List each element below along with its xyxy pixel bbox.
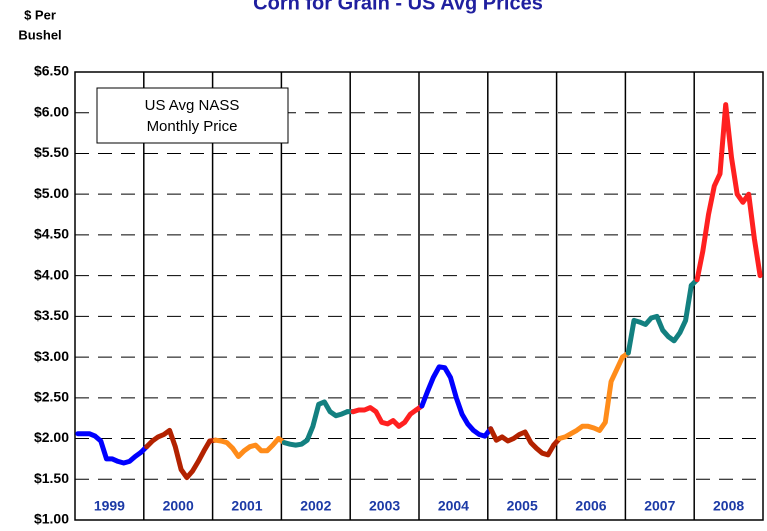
- price-line: [694, 102, 763, 283]
- year-label: 1999: [94, 498, 125, 514]
- chart-title: Corn for Grain - US Avg Prices: [253, 0, 543, 14]
- year-label: 2003: [369, 498, 400, 514]
- year-label: 2008: [713, 498, 744, 514]
- year-label: 2004: [438, 498, 469, 514]
- price-line: [75, 431, 144, 466]
- plot-border: [74, 71, 764, 521]
- y-tick-label: $4.50: [34, 226, 69, 242]
- y-tick-label: $5.00: [34, 185, 69, 201]
- price-line: [350, 405, 419, 429]
- y-tick-label: $3.50: [34, 307, 69, 323]
- price-line: [144, 427, 213, 481]
- year-label: 2000: [163, 498, 194, 514]
- year-label: 2005: [507, 498, 538, 514]
- annotation: US Avg NASS: [145, 97, 240, 114]
- price-line: [419, 364, 488, 439]
- price-line: [281, 399, 350, 448]
- year-label: 2006: [575, 498, 606, 514]
- y-tick-label: $2.50: [34, 389, 69, 405]
- year-label: 2007: [644, 498, 675, 514]
- y-axis-label: Bushel: [18, 27, 61, 42]
- price-line: [557, 354, 625, 441]
- price-line: [625, 282, 694, 356]
- y-tick-label: $2.00: [34, 429, 69, 445]
- y-tick-label: $1.00: [34, 511, 69, 527]
- annotation-box: [96, 87, 289, 144]
- year-label: 2001: [231, 498, 262, 514]
- y-tick-label: $1.50: [34, 470, 69, 486]
- y-tick-label: $4.00: [34, 266, 69, 282]
- annotation: Monthly Price: [147, 118, 238, 135]
- price-line: [488, 426, 557, 458]
- y-tick-label: $3.00: [34, 348, 69, 364]
- year-label: 2002: [300, 498, 331, 514]
- price-line: [213, 436, 281, 459]
- y-tick-label: $6.50: [34, 63, 69, 79]
- y-tick-label: $5.50: [34, 144, 69, 160]
- y-tick-label: $6.00: [34, 103, 69, 119]
- y-axis-label: $ Per: [24, 7, 56, 22]
